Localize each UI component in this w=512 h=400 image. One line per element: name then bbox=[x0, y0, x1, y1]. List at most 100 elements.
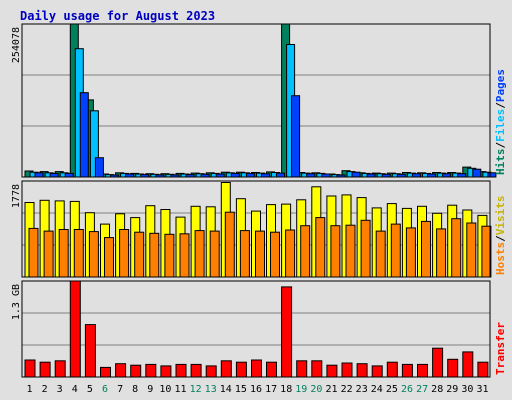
bar-pages-31 bbox=[487, 172, 497, 178]
bar-hosts-13 bbox=[209, 230, 220, 278]
bar-transfer-21 bbox=[326, 364, 338, 378]
bar-hosts-16 bbox=[255, 230, 265, 278]
x-tick-label-24: 24 bbox=[371, 384, 383, 395]
panel-0-ylabel: Hits/Files/Pages bbox=[494, 69, 507, 175]
bar-hosts-4 bbox=[73, 229, 84, 278]
bar-transfer-2 bbox=[39, 361, 51, 378]
bar-hosts-10 bbox=[164, 233, 175, 278]
bar-transfer-14 bbox=[220, 360, 232, 378]
x-tick-label-3: 3 bbox=[57, 384, 63, 395]
ylabel-part-0: Hosts bbox=[494, 242, 507, 275]
bar-transfer-11 bbox=[175, 363, 187, 378]
ylabel-part-1: / bbox=[494, 235, 507, 242]
bar-hosts-6 bbox=[104, 237, 114, 278]
bar-transfer-3 bbox=[54, 360, 66, 378]
panel-1-max-label: 1778 bbox=[11, 184, 22, 208]
bar-hosts-19 bbox=[300, 225, 311, 278]
x-tick-label-11: 11 bbox=[174, 384, 186, 395]
x-tick-label-1: 1 bbox=[26, 384, 32, 395]
bar-transfer-13 bbox=[205, 365, 217, 378]
bar-hosts-29 bbox=[451, 218, 462, 278]
panel-2-border bbox=[21, 280, 491, 378]
bar-transfer-26 bbox=[401, 363, 413, 378]
x-tick-label-28: 28 bbox=[431, 384, 443, 395]
panel-0-border bbox=[21, 23, 491, 178]
x-tick-label-13: 13 bbox=[205, 384, 217, 395]
bar-hosts-28 bbox=[436, 228, 447, 278]
x-tick-label-8: 8 bbox=[132, 384, 138, 395]
ylabel-part-1: / bbox=[494, 142, 507, 149]
bar-transfer-29 bbox=[447, 358, 459, 378]
x-tick-label-14: 14 bbox=[220, 384, 232, 395]
x-tick-label-17: 17 bbox=[265, 384, 277, 395]
bar-hosts-7 bbox=[119, 229, 130, 278]
ylabel-part-0: Transfer bbox=[494, 322, 507, 375]
x-tick-label-20: 20 bbox=[310, 384, 322, 395]
x-tick-label-25: 25 bbox=[386, 384, 398, 395]
bar-hosts-23 bbox=[360, 219, 371, 278]
ylabel-part-2: Files bbox=[494, 109, 507, 142]
bar-pages-18 bbox=[291, 95, 301, 178]
x-tick-label-2: 2 bbox=[42, 384, 48, 395]
x-tick-label-21: 21 bbox=[325, 384, 337, 395]
x-tick-label-10: 10 bbox=[159, 384, 171, 395]
bar-transfer-7 bbox=[115, 363, 127, 378]
bar-transfer-4 bbox=[69, 280, 81, 378]
bar-pages-3 bbox=[64, 172, 74, 178]
bar-transfer-31 bbox=[477, 361, 489, 378]
bar-transfer-19 bbox=[296, 360, 308, 378]
bar-transfer-18 bbox=[281, 286, 293, 378]
bar-hosts-2 bbox=[43, 230, 54, 278]
bar-hosts-22 bbox=[345, 224, 356, 278]
bar-hosts-5 bbox=[88, 231, 99, 278]
bar-hosts-1 bbox=[28, 227, 39, 278]
bar-transfer-9 bbox=[145, 363, 157, 378]
bar-transfer-30 bbox=[462, 351, 474, 378]
bar-hosts-8 bbox=[134, 231, 145, 278]
panel-0-max-label: 254078 bbox=[11, 27, 22, 63]
bar-pages-15 bbox=[245, 172, 255, 178]
x-tick-label-4: 4 bbox=[72, 384, 78, 395]
panel-2-ylabel: Transfer bbox=[494, 322, 507, 375]
panel-0-background bbox=[22, 24, 490, 177]
x-tick-label-27: 27 bbox=[416, 384, 428, 395]
panel-1-ylabel: Hosts/Visits bbox=[494, 196, 507, 276]
bar-transfer-5 bbox=[84, 324, 96, 378]
bar-hosts-30 bbox=[466, 222, 477, 278]
bar-pages-2 bbox=[49, 172, 59, 178]
bar-hosts-14 bbox=[224, 211, 235, 278]
panel-1-border bbox=[21, 180, 491, 278]
bar-transfer-8 bbox=[130, 364, 142, 378]
ylabel-part-3: / bbox=[494, 102, 507, 109]
bar-hosts-11 bbox=[179, 233, 190, 278]
bar-pages-22 bbox=[351, 171, 361, 178]
bar-pages-14 bbox=[230, 172, 240, 178]
x-tick-label-9: 9 bbox=[147, 384, 153, 395]
x-tick-label-5: 5 bbox=[87, 384, 93, 395]
bar-hosts-3 bbox=[58, 229, 69, 278]
bar-transfer-17 bbox=[266, 361, 277, 378]
bar-transfer-12 bbox=[190, 363, 202, 378]
ylabel-part-0: Hits bbox=[494, 149, 507, 176]
bar-transfer-27 bbox=[417, 363, 428, 378]
bar-pages-17 bbox=[276, 172, 285, 178]
bar-hosts-15 bbox=[239, 230, 250, 278]
bar-hosts-17 bbox=[270, 231, 280, 278]
x-tick-label-29: 29 bbox=[446, 384, 458, 395]
bar-transfer-1 bbox=[24, 359, 36, 378]
bar-hosts-21 bbox=[330, 225, 341, 278]
x-tick-label-6: 6 bbox=[102, 384, 108, 395]
x-tick-label-19: 19 bbox=[295, 384, 307, 395]
x-tick-label-15: 15 bbox=[235, 384, 247, 395]
bar-pages-1 bbox=[34, 172, 44, 178]
x-tick-label-22: 22 bbox=[341, 384, 353, 395]
bar-transfer-15 bbox=[235, 361, 247, 378]
bar-hosts-25 bbox=[390, 223, 401, 278]
bar-transfer-22 bbox=[341, 362, 353, 378]
bar-transfer-16 bbox=[251, 359, 262, 378]
bar-hosts-18 bbox=[285, 229, 296, 278]
bar-pages-5 bbox=[94, 157, 104, 178]
x-tick-label-26: 26 bbox=[401, 384, 413, 395]
x-tick-label-31: 31 bbox=[476, 384, 488, 395]
x-tick-label-30: 30 bbox=[461, 384, 473, 395]
